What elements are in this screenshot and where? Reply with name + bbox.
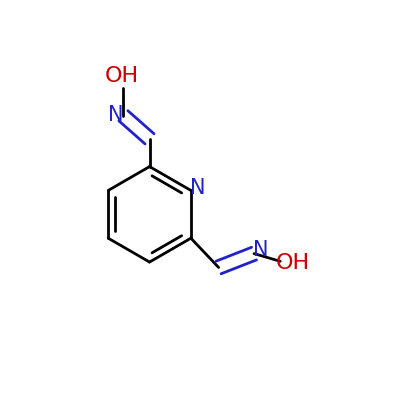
Text: N: N <box>108 105 124 125</box>
Text: OH: OH <box>276 253 310 273</box>
Text: OH: OH <box>105 66 139 86</box>
Text: N: N <box>253 240 268 260</box>
Text: N: N <box>190 178 206 198</box>
